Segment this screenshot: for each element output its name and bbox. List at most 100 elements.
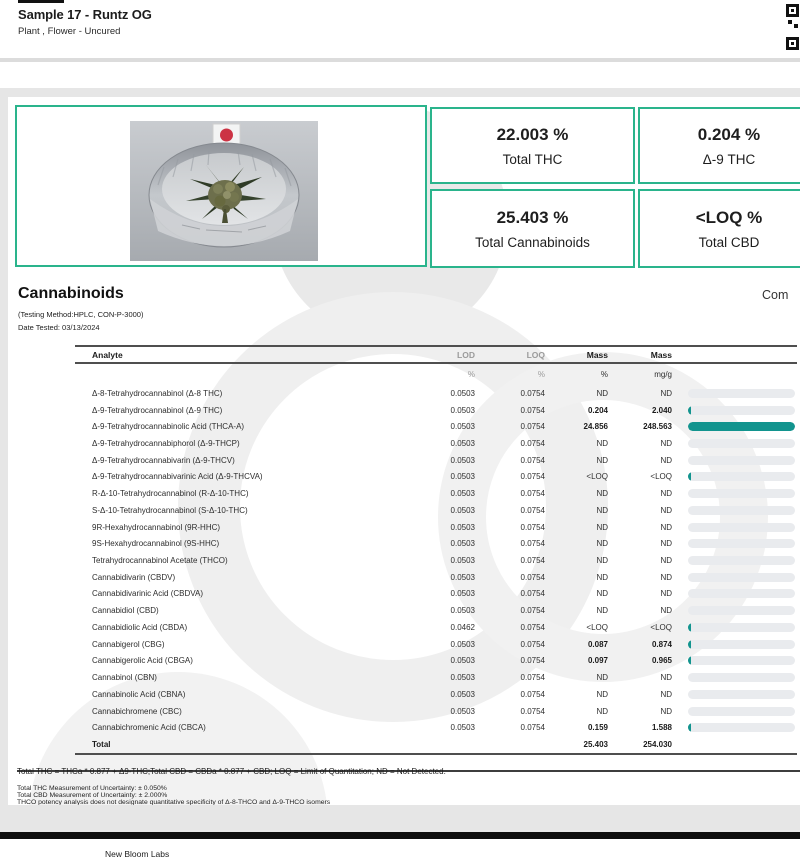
mass-bar (672, 522, 797, 532)
mass-bar (672, 455, 797, 465)
table-rule-bottom (75, 752, 797, 755)
mass-pct-value: ND (596, 522, 608, 532)
unit-mass-pct: % (600, 370, 608, 379)
mass-bar (672, 589, 797, 599)
section-title: Cannabinoids (18, 285, 124, 302)
lod-value: 0.0503 (450, 539, 475, 549)
header-divider (0, 58, 800, 62)
mass-mg-value: ND (660, 589, 672, 599)
unit-lod: % (467, 370, 475, 379)
total-cannabinoids-label: Total Cannabinoids (475, 234, 590, 250)
lod-value: 0.0462 (450, 622, 475, 632)
mass-mg-value: ND (660, 539, 672, 549)
mass-bar (672, 606, 797, 616)
table-row: Δ-9-Tetrahydrocannabinolic Acid (THCA-A)… (75, 418, 797, 435)
mass-pct-value: 0.159 (587, 723, 608, 733)
table-row: Cannabichromenic Acid (CBCA) 0.0503 0.07… (75, 719, 797, 736)
mass-bar-track (688, 539, 795, 549)
mass-mg-value: 2.040 (651, 405, 672, 415)
lod-value: 0.0503 (450, 706, 475, 716)
analyte-name: Δ-9-Tetrahydrocannabinol (Δ-9 THC) (92, 405, 223, 415)
mass-bar (672, 723, 797, 733)
mass-bar (672, 639, 797, 649)
analyte-name: Δ-8-Tetrahydrocannabinol (Δ-8 THC) (92, 388, 223, 398)
total-mass-pct: 25.403 (583, 739, 608, 749)
mass-mg-value: ND (660, 606, 672, 616)
mass-mg-value: 248.563 (643, 422, 672, 432)
table-row: 9S-Hexahydrocannabinol (9S-HHC) 0.0503 0… (75, 535, 797, 552)
footnote-formula: Total THC = THCa * 0.877 + Δ9-THC;Total … (17, 767, 446, 776)
lod-value: 0.0503 (450, 422, 475, 432)
mass-mg-value: 0.874 (651, 639, 672, 649)
analyte-name: S-Δ-10-Tetrahydrocannabinol (S-Δ-10-THC) (92, 505, 248, 515)
loq-value: 0.0754 (520, 422, 545, 432)
top-edge-mark (18, 0, 64, 3)
footnote-divider (17, 770, 800, 772)
loq-value: 0.0754 (520, 622, 545, 632)
loq-value: 0.0754 (520, 489, 545, 499)
sample-title: Sample 17 - Runtz OG (18, 7, 152, 22)
analyte-name: Cannabichromene (CBC) (92, 706, 182, 716)
loq-value: 0.0754 (520, 472, 545, 482)
mass-bar (672, 556, 797, 566)
mass-pct-value: <LOQ (586, 622, 608, 632)
mass-bar (672, 706, 797, 716)
loq-value: 0.0754 (520, 656, 545, 666)
mass-bar-track (688, 388, 795, 398)
cannabinoids-table: Analyte LOD LOQ Mass Mass % % % mg/g Δ-8… (75, 345, 797, 755)
table-rule-top (75, 345, 797, 347)
testing-method: (Testing Method:HPLC, CON-P-3000) (18, 310, 144, 319)
col-analyte: Analyte (92, 349, 123, 360)
table-row: Cannabigerolic Acid (CBGA) 0.0503 0.0754… (75, 653, 797, 670)
lod-value: 0.0503 (450, 489, 475, 499)
mass-bar (672, 689, 797, 699)
spacer-band (0, 62, 800, 88)
loq-value: 0.0754 (520, 589, 545, 599)
table-row: Cannabidiol (CBD) 0.0503 0.0754 ND ND (75, 602, 797, 619)
analyte-name: Δ-9-Tetrahydrocannabinolic Acid (THCA-A) (92, 422, 245, 432)
unit-loq: % (537, 370, 545, 379)
analyte-name: R-Δ-10-Tetrahydrocannabinol (R-Δ-10-THC) (92, 489, 249, 499)
lod-value: 0.0503 (450, 673, 475, 683)
mass-bar-track (688, 489, 795, 499)
lod-value: 0.0503 (450, 405, 475, 415)
lod-value: 0.0503 (450, 522, 475, 532)
analyte-name: Cannabidivarinic Acid (CBDVA) (92, 589, 204, 599)
mass-mg-value: ND (660, 455, 672, 465)
table-body: Δ-8-Tetrahydrocannabinol (Δ-8 THC) 0.050… (75, 385, 797, 736)
mass-bar-track (688, 422, 795, 432)
mass-bar-track (688, 505, 795, 515)
loq-value: 0.0754 (520, 556, 545, 566)
mass-bar-track (688, 639, 795, 649)
mass-pct-value: ND (596, 673, 608, 683)
mass-bar-track (688, 723, 795, 733)
analyte-name: Cannabigerol (CBG) (92, 639, 165, 649)
lod-value: 0.0503 (450, 556, 475, 566)
mass-pct-value: ND (596, 388, 608, 398)
table-header-row: Analyte LOD LOQ Mass Mass (75, 347, 797, 362)
table-row: 9R-Hexahydrocannabinol (9R-HHC) 0.0503 0… (75, 519, 797, 536)
lod-value: 0.0503 (450, 656, 475, 666)
total-thc-value: 22.003 % (496, 124, 569, 144)
mass-bar (672, 388, 797, 398)
table-row: S-Δ-10-Tetrahydrocannabinol (S-Δ-10-THC)… (75, 502, 797, 519)
unit-mass-mg: mg/g (654, 370, 672, 379)
mass-bar-track (688, 556, 795, 566)
mass-mg-value: ND (660, 556, 672, 566)
mass-bar (672, 422, 797, 432)
total-cannabinoids-value: 25.403 % (496, 207, 569, 227)
report-card: 22.003 % Total THC 0.204 % Δ-9 THC 25.40… (8, 97, 800, 805)
mass-mg-value: 0.965 (651, 656, 672, 666)
loq-value: 0.0754 (520, 388, 545, 398)
mass-bar-track (688, 689, 795, 699)
mass-mg-value: <LOQ (650, 622, 672, 632)
date-tested: Date Tested: 03/13/2024 (18, 323, 100, 332)
qr-code-icon (786, 4, 800, 50)
mass-pct-value: ND (596, 689, 608, 699)
loq-value: 0.0754 (520, 723, 545, 733)
mass-pct-value: 0.087 (587, 639, 608, 649)
total-thc-box: 22.003 % Total THC (430, 107, 635, 184)
sample-subtitle: Plant , Flower - Uncured (18, 26, 121, 37)
mass-bar-track (688, 572, 795, 582)
